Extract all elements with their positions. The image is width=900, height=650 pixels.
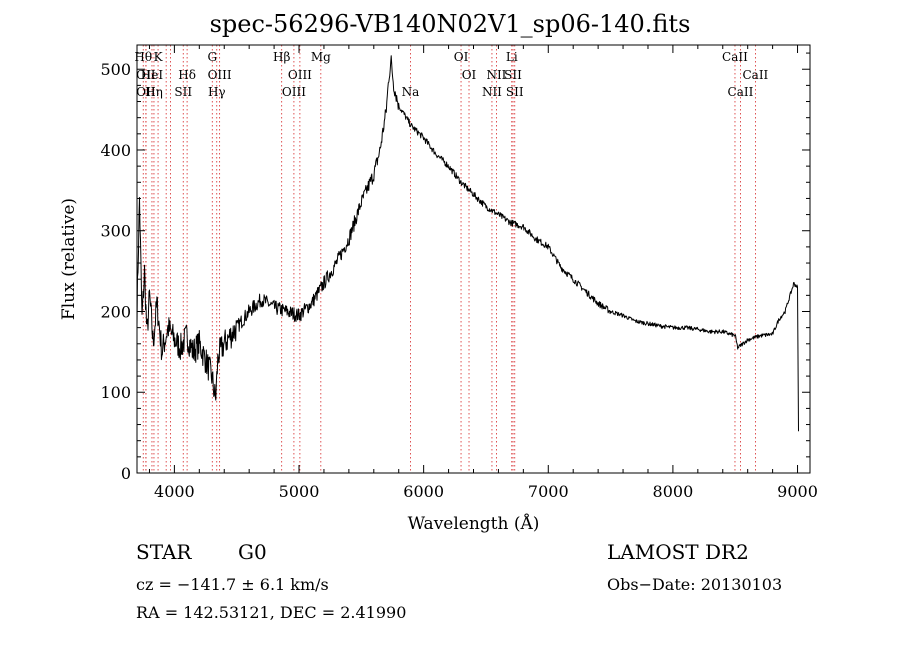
y-tick-label: 400 [100,141,131,160]
line-label: Na [402,85,420,99]
object-class: STAR [136,540,192,564]
line-label: Hη [145,85,163,99]
line-label: CaII [728,85,754,99]
y-axis-ticks: 0 100 200 300 400 500 [100,52,810,483]
line-label: K [154,50,164,64]
line-label: OIII [282,85,306,99]
line-label: OII [136,85,156,99]
redshift-cz: cz = −141.7 ± 6.1 km/s [136,575,329,594]
line-label: OIII [208,68,232,82]
y-axis-label: Flux (relative) [59,198,79,320]
x-axis-ticks: 4000 5000 6000 7000 8000 9000 [148,45,818,501]
line-label: Hθ [134,50,152,64]
x-tick-label: 6000 [403,482,444,501]
line-label: NII [486,68,506,82]
chart-title: spec-56296-VB140N02V1_sp06-140.fits [209,10,691,38]
y-tick-label: 0 [121,464,131,483]
line-label: CaII [742,68,768,82]
x-tick-label: 9000 [777,482,818,501]
line-label: SII [506,85,524,99]
observation-date: Obs−Date: 20130103 [607,575,783,594]
plot-frame [136,44,811,474]
line-label: SII [174,85,192,99]
x-tick-label: 4000 [154,482,195,501]
line-label: CaII [722,50,748,64]
line-label: Hδ [178,68,196,82]
line-label: HeI [141,68,164,82]
line-label: Hγ [208,85,226,99]
line-label: OI [462,68,477,82]
y-tick-label: 100 [100,383,131,402]
line-label: Li [506,50,518,64]
spectrum-line [136,55,799,432]
y-tick-label: 500 [100,60,131,79]
line-label: G [207,50,217,64]
series-group [136,55,799,432]
x-tick-label: 8000 [653,482,694,501]
x-axis-label: Wavelength (Å) [408,513,540,534]
y-tick-label: 200 [100,302,131,321]
object-subclass: G0 [238,540,267,564]
line-label: NII [482,85,502,99]
line-label: OI [454,50,469,64]
line-label: SII [504,68,522,82]
line-label: Hβ [273,50,290,64]
spectral-line-markers [142,45,756,473]
ra-dec: RA = 142.53121, DEC = 2.41990 [136,603,407,622]
x-tick-label: 7000 [528,482,569,501]
x-tick-label: 5000 [279,482,320,501]
line-label: OIII [288,68,312,82]
y-tick-label: 300 [100,222,131,241]
line-label: OII [136,68,156,82]
line-labels: HθOIIOIIHeIHηKSIIHδGHγOIIIHβOIIIOIIIMgNa… [134,50,768,99]
survey-name: LAMOST DR2 [607,540,749,564]
line-label: Mg [311,50,331,64]
